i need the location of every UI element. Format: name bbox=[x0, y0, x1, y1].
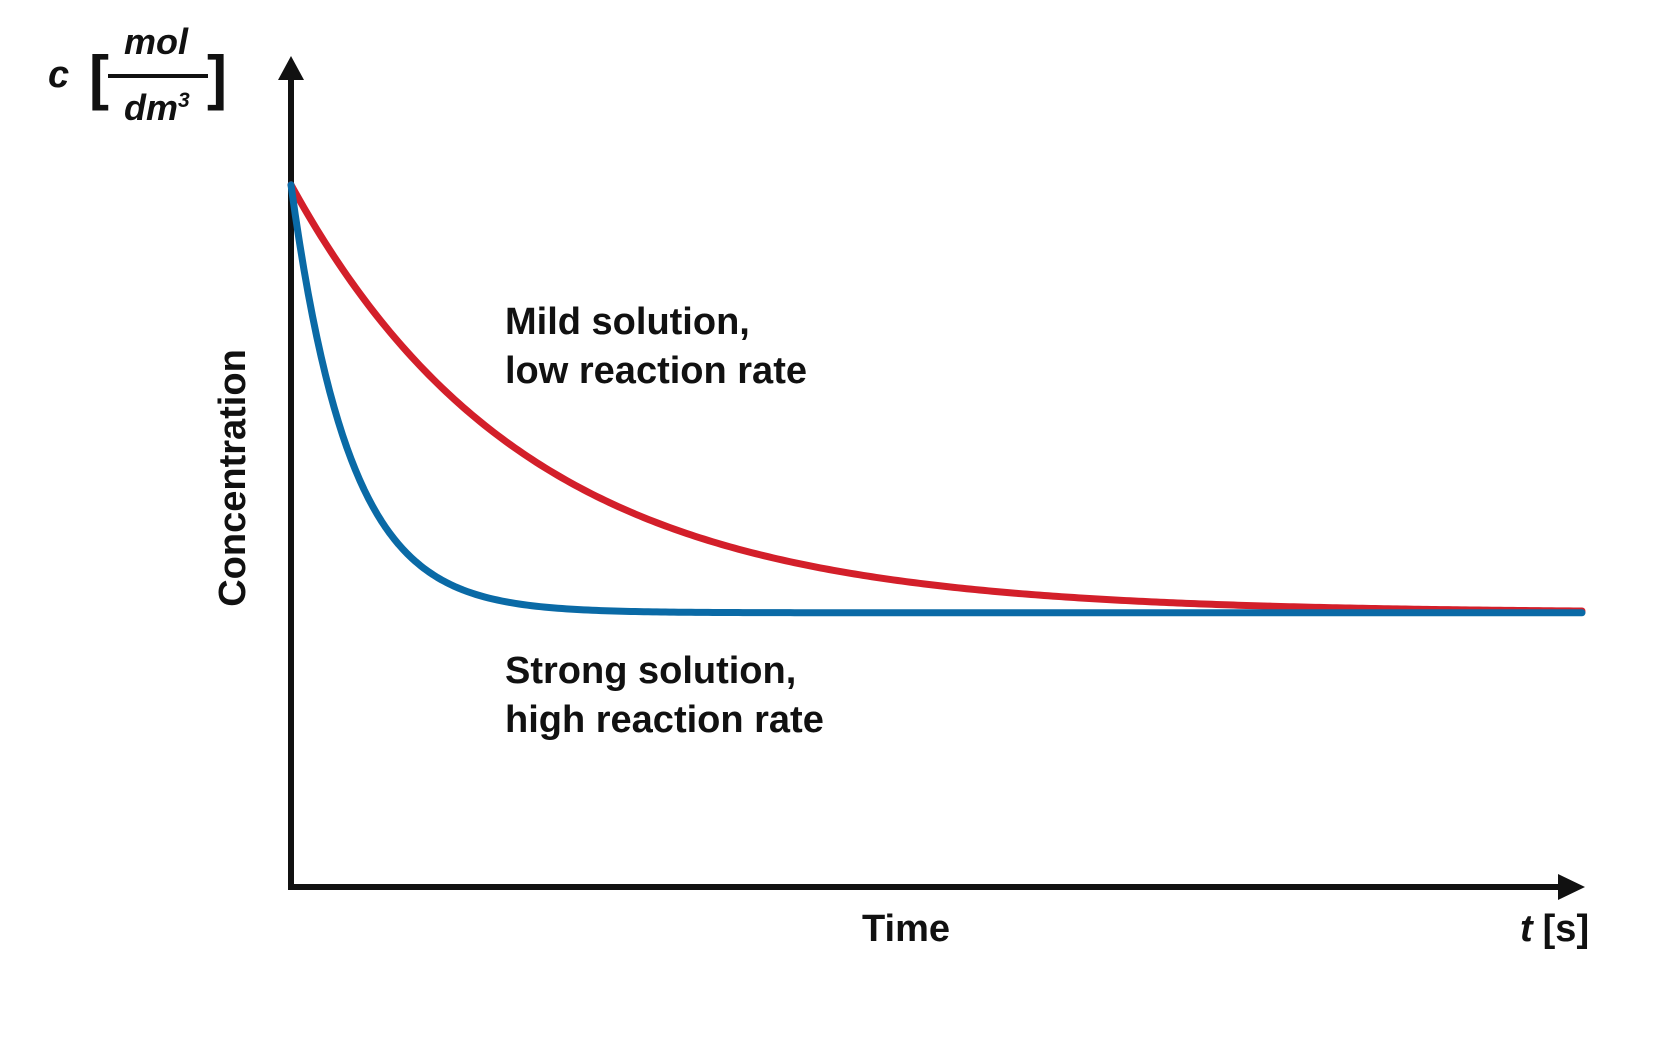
annotation-mild-line-2: low reaction rate bbox=[505, 350, 807, 392]
y-axis-unit-denominator: dm3 bbox=[124, 87, 190, 128]
annotation-strong-line-1: Strong solution, bbox=[505, 650, 796, 692]
x-axis-unit: [s] bbox=[1543, 908, 1589, 950]
y-axis-unit-label: c [ mol dm3 ] bbox=[48, 21, 227, 128]
axes bbox=[278, 56, 1585, 900]
annotation-mild: Mild solution, low reaction rate bbox=[505, 301, 807, 392]
x-axis-unit-symbol: t bbox=[1520, 908, 1534, 950]
series-layer bbox=[287, 181, 1586, 617]
y-axis-unit-open-bracket: [ bbox=[89, 44, 109, 111]
x-axis-title: Time bbox=[862, 908, 950, 950]
series-line-0 bbox=[287, 181, 1586, 615]
y-axis-unit-exponent: 3 bbox=[178, 89, 190, 112]
annotation-strong: Strong solution, high reaction rate bbox=[505, 650, 824, 741]
y-axis-title: Concentration bbox=[212, 349, 254, 607]
x-axis-arrowhead bbox=[1558, 874, 1585, 900]
series-line-1 bbox=[287, 181, 1586, 617]
annotation-strong-line-2: high reaction rate bbox=[505, 699, 824, 741]
annotation-mild-line-1: Mild solution, bbox=[505, 301, 750, 343]
y-axis-unit-numerator: mol bbox=[124, 21, 189, 62]
x-axis-unit-label: t [s] bbox=[1520, 908, 1589, 950]
y-axis-arrowhead bbox=[278, 56, 304, 80]
y-axis-unit-close-bracket: ] bbox=[207, 44, 227, 111]
y-axis-unit-symbol: c bbox=[48, 54, 69, 96]
